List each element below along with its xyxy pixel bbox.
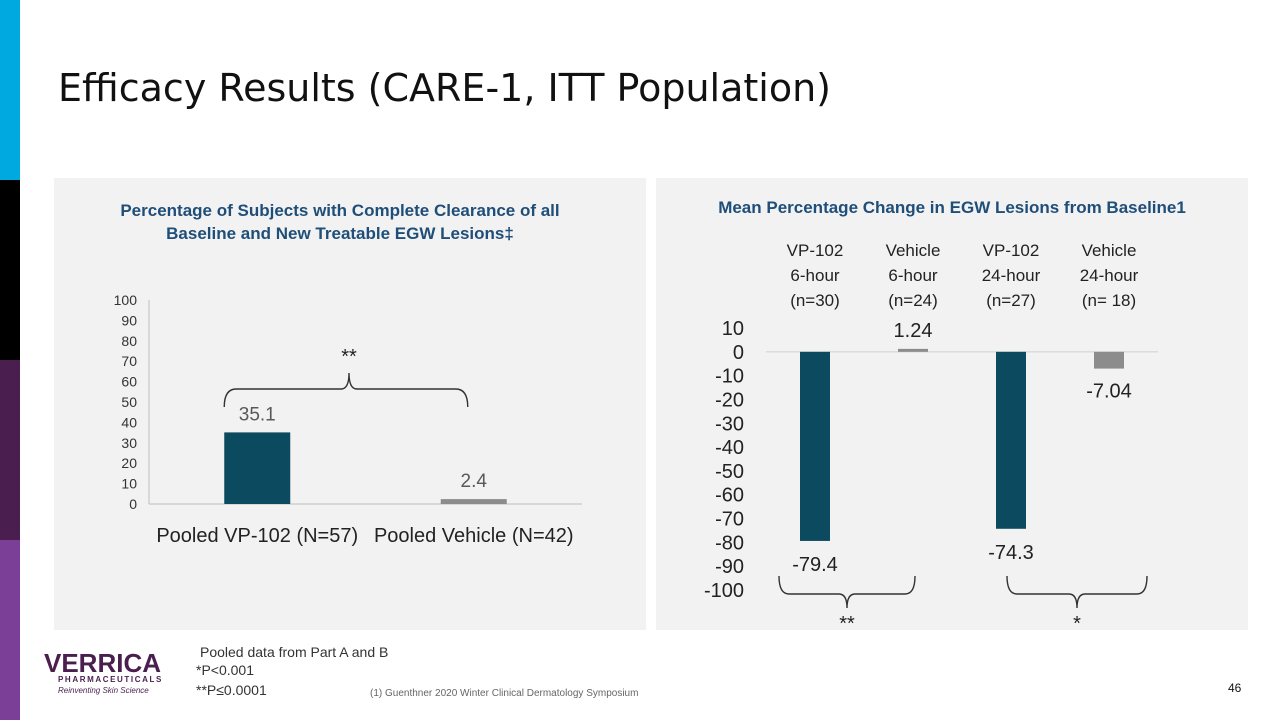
footnote-pooled: Pooled data from Part A and B bbox=[200, 644, 389, 660]
chart2-x-category-label: VP-102 bbox=[787, 241, 844, 260]
chart1-y-tick-label: 0 bbox=[129, 496, 137, 512]
chart2-y-tick-label: -100 bbox=[704, 580, 744, 602]
chart2-data-label: -7.04 bbox=[1086, 381, 1132, 403]
chart1-significance-bracket bbox=[223, 372, 469, 408]
logo-subtitle: PHARMACEUTICALS bbox=[58, 675, 163, 684]
chart2-y-tick-label: -30 bbox=[715, 413, 744, 435]
chart2-y-tick-label: 10 bbox=[722, 318, 744, 340]
chart1-y-tick-label: 80 bbox=[121, 333, 137, 349]
source-citation: (1) Guenthner 2020 Winter Clinical Derma… bbox=[370, 688, 639, 699]
chart2-significance-bracket-6hour-marker: ** bbox=[839, 613, 855, 630]
chart2-x-category-label: VP-102 bbox=[983, 241, 1040, 260]
chart2-bar bbox=[800, 351, 830, 541]
chart1-title-line2: Baseline and New Treatable EGW Lesions‡ bbox=[166, 224, 514, 243]
chart2-y-tick-label: -20 bbox=[715, 389, 744, 411]
chart2-y-tick-label: -10 bbox=[715, 366, 744, 388]
chart1-y-tick-label: 60 bbox=[121, 374, 137, 390]
page-number: 46 bbox=[1228, 681, 1242, 695]
chart1-title: Percentage of Subjects with Complete Cle… bbox=[74, 199, 606, 245]
chart2-y-tick-label: -60 bbox=[715, 485, 744, 507]
chart2-significance-bracket-24hour bbox=[1006, 575, 1148, 609]
logo-wordmark: VERRICA bbox=[44, 648, 162, 678]
chart2-x-category-label: Vehicle bbox=[1082, 241, 1137, 260]
chart2-y-tick-label: -90 bbox=[715, 556, 744, 578]
chart2-svg: 100-10-20-30-40-50-60-70-80-90-100 VP-102… bbox=[704, 241, 1158, 630]
logo-tagline: Reinventing Skin Science bbox=[58, 686, 149, 695]
verrica-logo: VERRICA PHARMACEUTICALS Reinventing Skin… bbox=[44, 644, 164, 700]
chart1-y-tick-label: 100 bbox=[114, 292, 138, 308]
chart1-bar bbox=[440, 499, 507, 504]
accent-stripe-plum bbox=[0, 360, 20, 540]
chart1-data-label: 35.1 bbox=[239, 404, 276, 425]
chart2-y-tick-label: -40 bbox=[715, 437, 744, 459]
chart2-x-category-label: 6-hour bbox=[790, 266, 839, 285]
chart2-bar bbox=[898, 348, 928, 352]
chart2-y-tick-label: 0 bbox=[733, 342, 744, 364]
chart1-y-tick-label: 40 bbox=[121, 414, 137, 430]
chart1-x-tick-label: Pooled Vehicle (N=42) bbox=[374, 525, 574, 547]
chart1-title-line1: Percentage of Subjects with Complete Cle… bbox=[120, 201, 560, 220]
chart1-y-tick-label: 10 bbox=[121, 476, 137, 492]
chart1-y-tick-label: 70 bbox=[121, 353, 137, 369]
accent-stripe-black bbox=[0, 180, 20, 360]
chart1-y-tick-label: 90 bbox=[121, 312, 137, 328]
chart1-significance-marker: ** bbox=[341, 346, 357, 368]
chart1-svg: 0 10 20 30 40 50 60 70 80 90 100 35.1 Pooled VP-102 … bbox=[114, 292, 582, 547]
chart1-x-tick-label: Pooled VP-102 (N=57) bbox=[156, 525, 358, 547]
chart1-y-tick-label: 30 bbox=[121, 435, 137, 451]
chart2-x-category-label: (n=24) bbox=[888, 291, 938, 310]
chart2-bar bbox=[1094, 351, 1124, 369]
accent-stripe-cyan bbox=[0, 0, 20, 180]
chart2-x-category-label: (n=27) bbox=[986, 291, 1036, 310]
slide-title: Efficacy Results (CARE-1, ITT Population… bbox=[58, 66, 832, 110]
footnote-p0001: **P≤0.0001 bbox=[196, 682, 267, 698]
chart2-x-category-label: (n=30) bbox=[790, 291, 840, 310]
chart2-title: Mean Percentage Change in EGW Lesions fr… bbox=[718, 198, 1186, 217]
chart-panel-mean-change: Mean Percentage Change in EGW Lesions fr… bbox=[656, 178, 1248, 630]
chart2-data-label: -74.3 bbox=[988, 542, 1034, 564]
chart-panel-complete-clearance: Percentage of Subjects with Complete Cle… bbox=[54, 178, 646, 630]
chart2-x-category-label: 24-hour bbox=[1080, 266, 1139, 285]
chart2-x-category-label: 6-hour bbox=[888, 266, 937, 285]
chart2-data-label: 1.24 bbox=[894, 320, 933, 342]
chart2-x-category-label: 24-hour bbox=[982, 266, 1041, 285]
chart1-y-tick-label: 50 bbox=[121, 394, 137, 410]
chart2-x-category-label: Vehicle bbox=[886, 241, 941, 260]
chart2-bar bbox=[996, 351, 1026, 529]
chart2-y-tick-label: -70 bbox=[715, 509, 744, 531]
chart1-bar bbox=[224, 432, 291, 504]
accent-stripe-purple bbox=[0, 540, 20, 720]
footnote-p001: *P<0.001 bbox=[196, 662, 254, 678]
chart1-data-label: 2.4 bbox=[461, 471, 488, 492]
chart2-significance-bracket-6hour bbox=[778, 575, 916, 609]
chart2-y-tick-label: -50 bbox=[715, 461, 744, 483]
chart2-significance-bracket-24hour-marker: * bbox=[1073, 613, 1081, 630]
chart2-y-tick-label: -80 bbox=[715, 532, 744, 554]
chart2-x-category-label: (n= 18) bbox=[1082, 291, 1136, 310]
chart2-data-label: -79.4 bbox=[792, 554, 838, 576]
chart1-y-tick-label: 20 bbox=[121, 455, 137, 471]
